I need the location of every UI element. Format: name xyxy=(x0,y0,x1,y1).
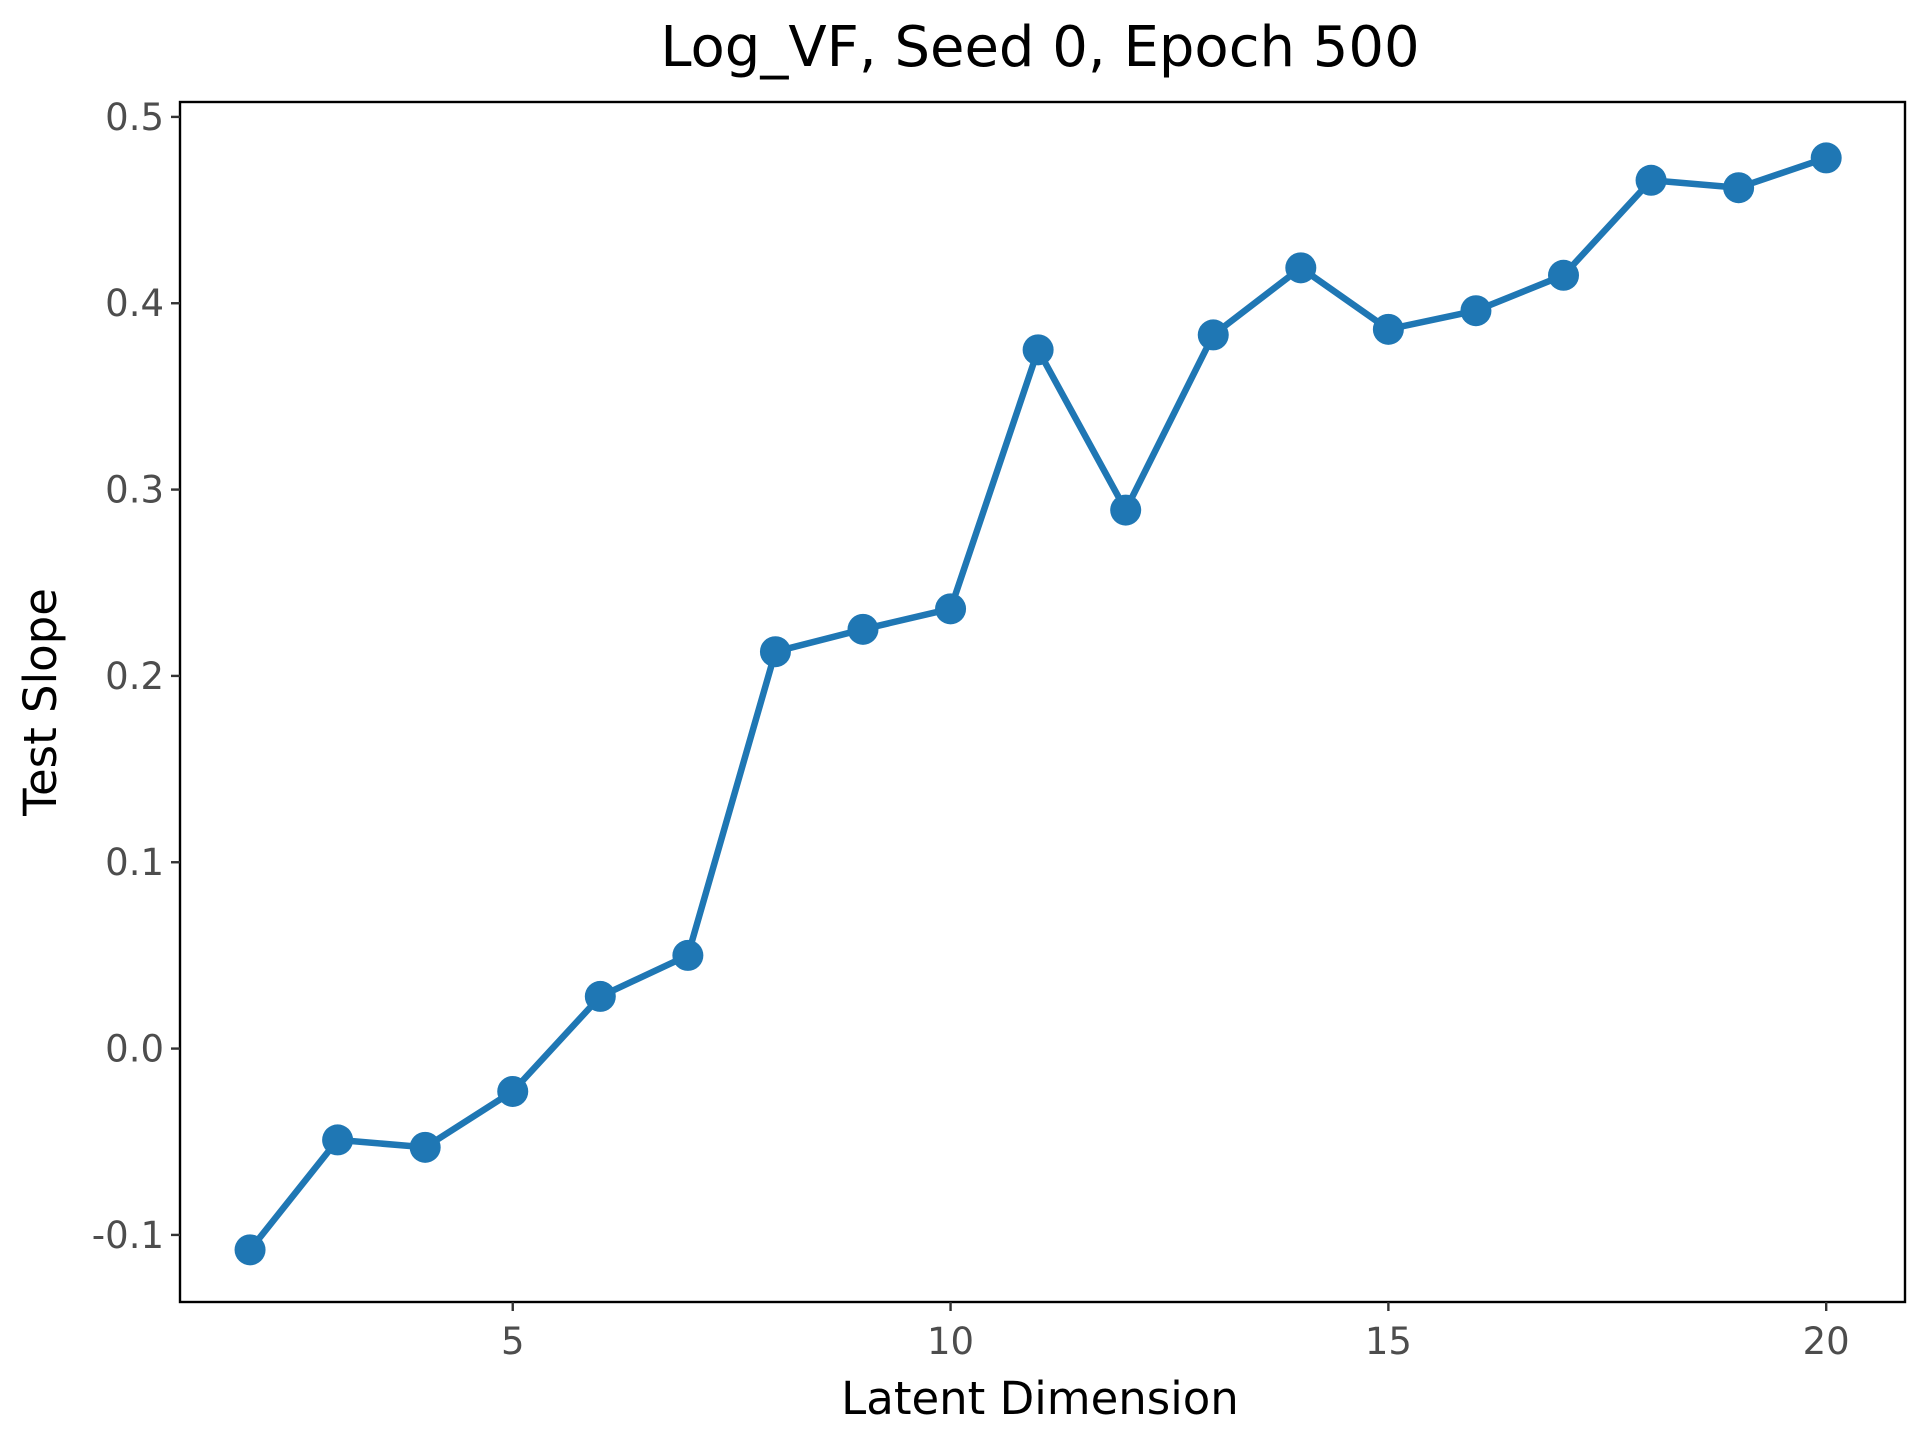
x-axis: 5 10 15 20 xyxy=(501,1302,1850,1363)
y-tick-label: -0.1 xyxy=(92,1214,164,1257)
data-point xyxy=(497,1075,529,1107)
y-tick-label: 0.1 xyxy=(105,841,164,884)
x-tick-label: 15 xyxy=(1365,1320,1412,1363)
data-point xyxy=(1460,295,1492,327)
x-tick-label: 5 xyxy=(501,1320,525,1363)
y-axis: -0.1 0.0 0.1 0.2 0.3 0.4 0.5 xyxy=(92,96,180,1257)
data-point xyxy=(1285,252,1317,284)
plot-frame xyxy=(178,100,1907,1304)
data-point xyxy=(1022,334,1054,366)
y-tick-label: 0.3 xyxy=(105,469,164,512)
x-tick-label: 10 xyxy=(927,1320,974,1363)
y-tick-label: 0.4 xyxy=(105,282,164,325)
data-point xyxy=(322,1124,354,1156)
y-axis-label: Test Slope xyxy=(14,588,67,817)
data-point xyxy=(1548,259,1580,291)
data-point xyxy=(409,1131,441,1163)
x-axis-label: Latent Dimension xyxy=(841,1372,1239,1425)
data-point xyxy=(1372,313,1404,345)
data-point xyxy=(759,636,791,668)
data-point xyxy=(1635,164,1667,196)
data-point xyxy=(584,980,616,1012)
y-tick-label: 0.5 xyxy=(105,96,164,139)
data-point xyxy=(234,1234,266,1266)
data-point xyxy=(1197,319,1229,351)
chart-title: Log_VF, Seed 0, Epoch 500 xyxy=(660,15,1419,80)
y-tick-label: 0.2 xyxy=(105,655,164,698)
data-point xyxy=(1723,172,1755,204)
series-line xyxy=(246,154,1830,1254)
data-point xyxy=(1110,494,1142,526)
y-tick-label: 0.0 xyxy=(105,1028,164,1071)
x-tick-label: 20 xyxy=(1803,1320,1850,1363)
data-point xyxy=(1810,142,1842,174)
data-point xyxy=(935,593,967,625)
data-point xyxy=(672,939,704,971)
series-layer xyxy=(234,142,1842,1266)
data-point xyxy=(847,613,879,645)
